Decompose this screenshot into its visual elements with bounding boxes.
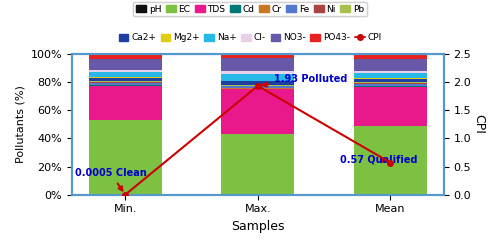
Bar [222,134,294,194]
Bar [354,194,426,195]
Bar [222,89,294,134]
Bar [354,84,426,86]
Bar [89,54,162,59]
Bar [222,88,294,89]
Bar [222,58,294,71]
Bar [354,54,426,59]
Bar [89,86,162,120]
Bar [89,194,162,195]
Bar [354,71,426,73]
Bar [222,71,294,74]
X-axis label: Samples: Samples [231,220,284,233]
Bar [89,81,162,83]
Bar [222,85,294,86]
Bar [89,85,162,86]
Bar [89,70,162,72]
Bar [222,81,294,85]
Y-axis label: CPI: CPI [472,114,485,134]
Text: 0.57 Qualified: 0.57 Qualified [340,154,417,164]
Bar [354,79,426,82]
Bar [89,83,162,85]
Bar [222,194,294,195]
Bar [89,120,162,194]
Bar [222,74,294,81]
Text: 1.93 Polluted: 1.93 Polluted [263,74,347,87]
Bar [89,78,162,81]
Bar [354,87,426,126]
Legend: pH, EC, TDS, Cd, Cr, Fe, Ni, Pb: pH, EC, TDS, Cd, Cr, Fe, Ni, Pb [134,2,366,16]
Bar [354,59,426,71]
Bar [354,126,426,194]
Bar [89,77,162,78]
Bar [89,59,162,70]
Bar [354,83,426,84]
Bar [354,82,426,83]
Bar [89,72,162,77]
Bar [354,86,426,87]
Bar [354,73,426,78]
Bar [222,54,294,58]
Text: 0.0005 Clean: 0.0005 Clean [75,168,146,190]
Bar [222,86,294,88]
Legend: Ca2+, Mg2+, Na+, Cl-, NO3-, PO43-, CPI: Ca2+, Mg2+, Na+, Cl-, NO3-, PO43-, CPI [116,31,384,45]
Bar [354,78,426,79]
Y-axis label: Pollutants (%): Pollutants (%) [15,85,25,163]
